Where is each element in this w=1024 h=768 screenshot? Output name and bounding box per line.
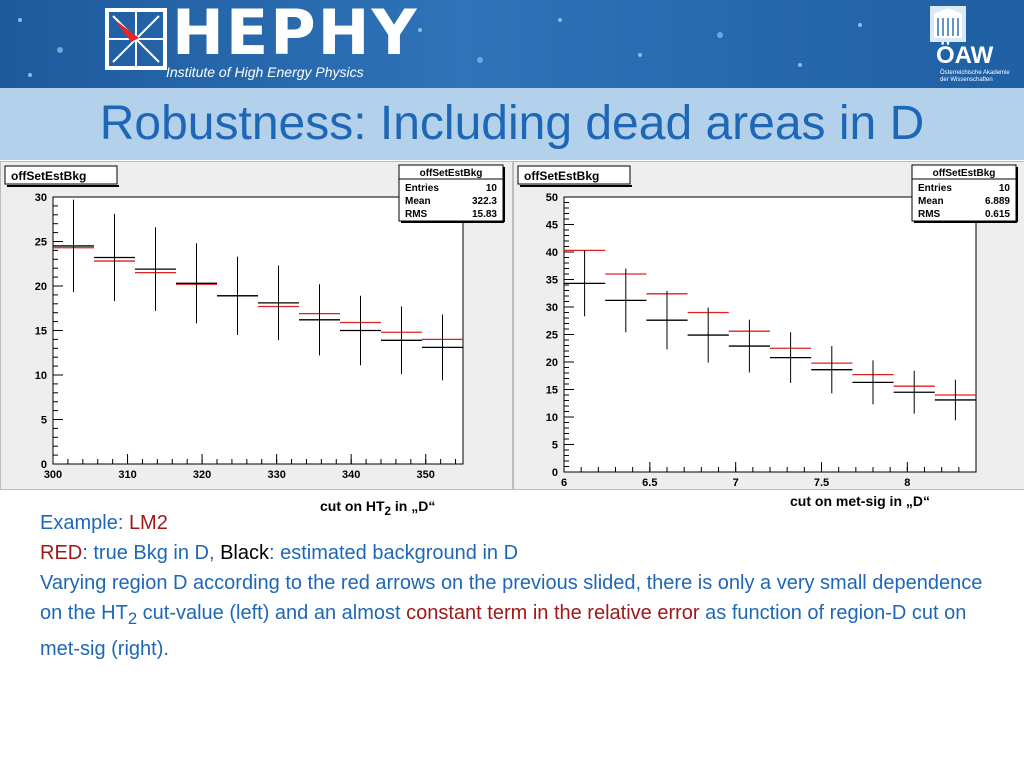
x-tick-label: 320 xyxy=(193,469,211,481)
x-tick-label: 7.5 xyxy=(814,477,829,489)
description-paragraph: Varying region D according to the red ar… xyxy=(40,572,983,660)
histogram-panel-left: 0 5 10 15 20 25 30 300 310 320 330 340 350 offSetEstB… xyxy=(0,161,513,490)
y-tick-label: 15 xyxy=(35,326,47,338)
y-tick-label: 25 xyxy=(35,237,47,249)
y-tick-label: 20 xyxy=(546,357,558,369)
x-tick-label: 6.5 xyxy=(642,477,657,489)
y-tick-label: 35 xyxy=(546,275,558,287)
y-tick-label: 30 xyxy=(546,302,558,314)
y-tick-label: 0 xyxy=(41,459,47,471)
hephy-logo-icon xyxy=(105,8,167,70)
y-tick-label: 45 xyxy=(546,220,558,232)
x-tick-label: 330 xyxy=(267,469,285,481)
stats-box xyxy=(398,164,504,222)
caption-left: cut on HT2 in „D“ xyxy=(320,498,436,518)
body-text: Example: LM2 RED: true Bkg in D, Black: … xyxy=(40,508,1000,664)
stats-row-value: 322.3 xyxy=(472,196,497,207)
plot-frame xyxy=(52,196,464,465)
y-tick-label: 10 xyxy=(546,412,558,424)
stats-row-value: 10 xyxy=(486,183,498,194)
y-tick-label: 50 xyxy=(546,192,558,204)
y-tick-label: 10 xyxy=(35,370,47,382)
stats-row-label: Mean xyxy=(918,196,944,207)
x-tick-label: 340 xyxy=(342,469,360,481)
stats-title: offSetEstBkg xyxy=(933,168,996,179)
page-title: Robustness: Including dead areas in D xyxy=(99,97,925,150)
y-tick-label: 20 xyxy=(35,281,47,293)
stats-row-label: Entries xyxy=(405,183,439,194)
stats-row-label: Entries xyxy=(918,183,952,194)
y-tick-label: 30 xyxy=(35,192,47,204)
y-tick-label: 0 xyxy=(552,467,558,479)
title-band xyxy=(0,88,1024,160)
caption-right: cut on met-sig in „D“ xyxy=(790,493,930,509)
y-tick-label: 5 xyxy=(552,440,558,452)
x-tick-label: 310 xyxy=(118,469,136,481)
stats-row-value: 0.615 xyxy=(985,209,1010,220)
logo-text: HEPHY xyxy=(172,0,419,69)
example-line: Example: LM2 xyxy=(40,512,168,534)
stats-title: offSetEstBkg xyxy=(420,168,483,179)
hist-name-box xyxy=(517,165,631,185)
y-tick-label: 40 xyxy=(546,247,558,259)
histogram-chart-metsig: 0 5 10 15 20 25 30 35 40 45 50 6 6.5 7 7.5 8 offSetEstBk… xyxy=(517,164,1018,489)
oaw-subtitle: Österreichische Akademie der Wissenschaf… xyxy=(940,70,1010,83)
header-banner: HEPHY Institute of High Energy Physics Ö… xyxy=(0,0,1024,88)
hist-name-box xyxy=(4,165,118,185)
stats-row-label: RMS xyxy=(405,209,428,220)
histogram-chart-ht2: 0 5 10 15 20 25 30 300 310 320 330 340 350 offSetEstB… xyxy=(4,164,505,481)
x-tick-label: 300 xyxy=(44,469,62,481)
banner-decoration xyxy=(18,18,862,77)
hist-name-label: offSetEstBkg xyxy=(11,169,86,183)
y-tick-label: 15 xyxy=(546,385,558,397)
plot-frame xyxy=(563,196,977,473)
hist-name-label: offSetEstBkg xyxy=(524,169,599,183)
x-tick-label: 350 xyxy=(417,469,435,481)
stats-row-value: 6.889 xyxy=(985,196,1010,207)
y-tick-label: 25 xyxy=(546,330,558,342)
x-tick-label: 7 xyxy=(733,477,739,489)
legend-line: RED: true Bkg in D, Black: estimated bac… xyxy=(40,542,519,564)
stats-row-value: 10 xyxy=(999,183,1011,194)
stats-row-value: 15.83 xyxy=(472,209,497,220)
x-tick-label: 6 xyxy=(561,477,567,489)
logo-subtitle: Institute of High Energy Physics xyxy=(166,64,364,80)
oaw-text: ÖAW xyxy=(936,42,994,69)
stats-row-label: RMS xyxy=(918,209,941,220)
oaw-building-icon xyxy=(930,6,966,42)
stats-row-label: Mean xyxy=(405,196,431,207)
x-tick-label: 8 xyxy=(904,477,910,489)
y-tick-label: 5 xyxy=(41,415,47,427)
histogram-panel-right: 0 5 10 15 20 25 30 35 40 45 50 6 6.5 7 7.5 8 offSetEstBk… xyxy=(513,161,1024,490)
